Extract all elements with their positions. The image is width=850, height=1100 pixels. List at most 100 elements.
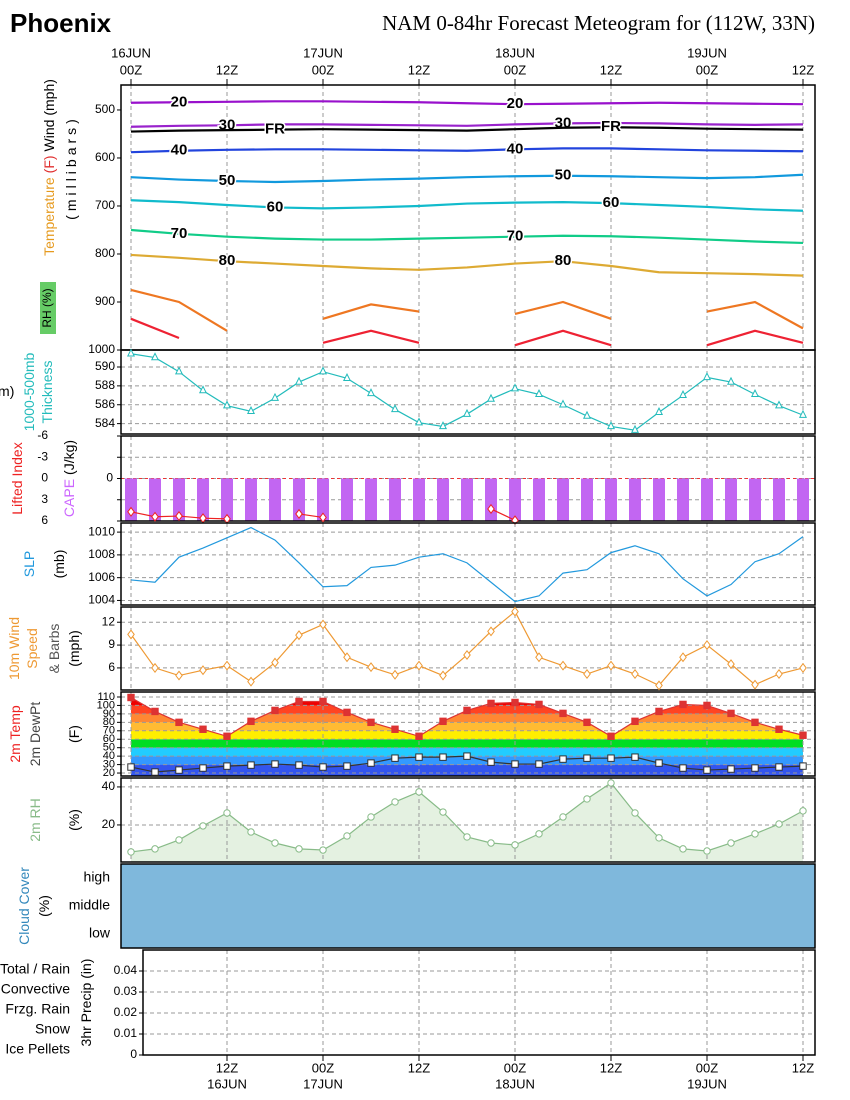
date-label: 19JUN: [687, 1076, 727, 1091]
temp-band: [131, 739, 803, 748]
point: [151, 768, 159, 776]
axis-label-part: 1000-500mb: [21, 352, 37, 431]
point: [679, 764, 687, 772]
axis-label-part: 2m DewPt: [27, 702, 43, 767]
bar: [773, 478, 785, 521]
y-tick-label: 6: [108, 660, 115, 674]
point: [222, 400, 232, 409]
bar: [365, 478, 377, 521]
point: [486, 393, 496, 402]
y-tick-label: 100: [97, 699, 115, 711]
y-tick-label: 0.04: [114, 963, 138, 977]
axis-label: (dm): [0, 383, 14, 399]
point: [799, 762, 807, 770]
point: [175, 836, 183, 844]
point: [583, 795, 591, 803]
line: [130, 100, 804, 106]
contour-label: 40: [171, 142, 188, 159]
point: [319, 846, 327, 854]
y-tick-label: 586: [95, 397, 115, 411]
y-tick-label: 30: [103, 758, 115, 770]
contour-label: 20: [171, 93, 188, 110]
point: [247, 828, 255, 836]
point: [727, 659, 735, 670]
bar: [173, 478, 185, 521]
point: [559, 813, 567, 821]
y-tick-label: 584: [95, 416, 115, 430]
point: [438, 421, 448, 430]
point: [295, 508, 303, 519]
cloud-background: [121, 864, 815, 948]
point: [750, 389, 760, 398]
axis-label-part: Wind (mph): [41, 79, 57, 151]
point: [655, 834, 663, 842]
bar: [317, 478, 329, 521]
point: [679, 652, 687, 663]
point: [174, 366, 184, 375]
panel-frame: [120, 435, 816, 522]
location: Phoenix: [10, 8, 112, 38]
point: [415, 732, 423, 740]
point: [150, 352, 160, 361]
point: [439, 717, 447, 726]
contour-label: 60: [603, 194, 620, 211]
point: [199, 665, 207, 676]
bar: [509, 478, 521, 521]
panel: -6 -3 0 3 6 0 Lifted Index CAPE (J/kg): [9, 428, 816, 527]
temp-band: [131, 722, 803, 731]
y-tick-label: 0.01: [114, 1026, 138, 1040]
point: [487, 699, 495, 708]
point: [319, 697, 327, 706]
bar: [581, 478, 593, 521]
point: [295, 630, 303, 641]
point: [127, 693, 135, 702]
axis-label: 2m Temp: [7, 705, 23, 763]
point: [295, 697, 303, 706]
point: [631, 668, 639, 680]
point: [583, 718, 591, 727]
point: [271, 760, 279, 768]
y-tick-label: 40: [102, 779, 116, 793]
time-label: 00Z: [312, 1060, 334, 1075]
bar: [485, 478, 497, 521]
temp-band: [131, 764, 803, 774]
y-tick-label: 1010: [88, 524, 115, 538]
panel-frame: [120, 777, 816, 863]
panel: 1004 1006 1008 1010 SLP (mb): [21, 522, 816, 607]
axis-label-part: Temperature: [41, 177, 57, 256]
point: [678, 389, 688, 399]
axis-label: Cloud Cover: [16, 867, 32, 945]
axis-label: CAPE (J/kg): [61, 440, 77, 517]
time-label: 00Z: [504, 62, 526, 77]
legend-entry: Snow: [35, 1021, 71, 1037]
point: [343, 652, 351, 663]
y-tick-label: 90: [103, 708, 115, 720]
bar: [797, 478, 809, 521]
bar: [197, 478, 209, 521]
axis-label-part: (dm): [0, 383, 14, 399]
line: [130, 317, 804, 347]
point: [319, 512, 327, 523]
y-tick-label: 600: [95, 150, 115, 164]
bar: [629, 478, 641, 521]
point: [390, 404, 400, 413]
y-tick-label: 0: [130, 1047, 137, 1061]
point: [582, 410, 592, 419]
point: [415, 753, 423, 761]
point: [367, 759, 375, 767]
axis-label-part: (%): [36, 895, 52, 917]
point: [391, 725, 399, 733]
contour-label: 80: [555, 252, 572, 269]
point: [175, 511, 183, 522]
y-tick-label: 12: [102, 614, 116, 628]
panel-frame: [120, 606, 816, 691]
bar: [149, 478, 161, 521]
cloud-level-label: middle: [69, 897, 110, 913]
date-label: 16JUN: [207, 1076, 247, 1091]
line: [130, 173, 804, 184]
point: [246, 406, 256, 415]
y-tick-label: 3: [41, 492, 48, 506]
time-label: 00Z: [696, 1060, 718, 1075]
y-tick-label: -3: [37, 449, 48, 463]
point: [151, 662, 159, 673]
